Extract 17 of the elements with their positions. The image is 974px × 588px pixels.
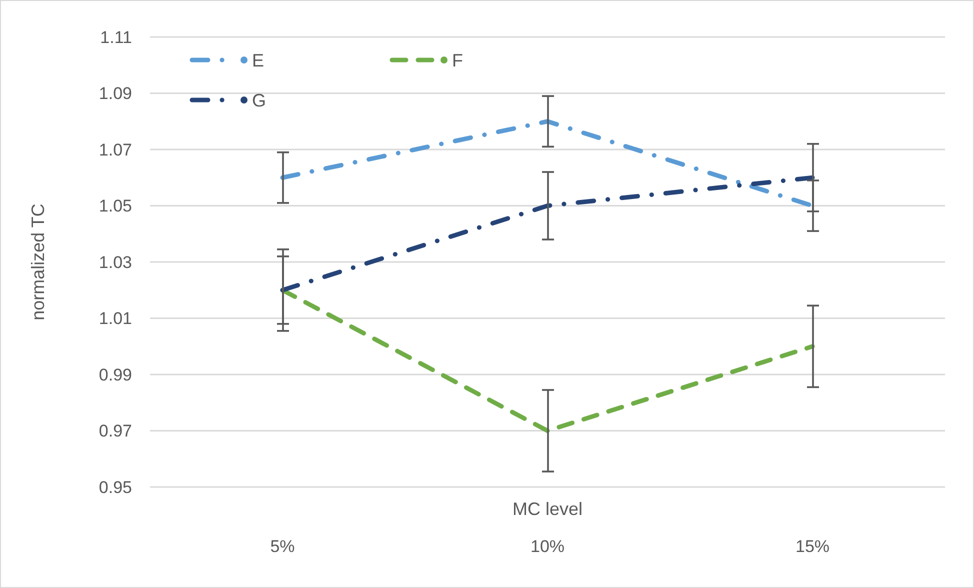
y-tick-label: 1.11 bbox=[100, 28, 132, 47]
y-tick-label: 0.97 bbox=[98, 422, 132, 441]
y-tick-label: 0.95 bbox=[98, 478, 132, 497]
legend-label: F bbox=[452, 50, 463, 70]
legend-label: G bbox=[252, 90, 266, 110]
x-tick-label: 10% bbox=[530, 537, 565, 556]
x-tick-label: 15% bbox=[795, 537, 830, 556]
legend-label: E bbox=[252, 50, 264, 70]
y-tick-label: 1.03 bbox=[98, 252, 132, 272]
y-tick-label: 1.09 bbox=[98, 84, 132, 104]
x-axis-title: MC level bbox=[512, 499, 583, 519]
y-tick-label: 1.07 bbox=[98, 140, 132, 160]
y-axis-title: normalized TC bbox=[28, 204, 48, 320]
x-tick-label: 5% bbox=[270, 537, 295, 556]
y-tick-label: 0.99 bbox=[98, 365, 132, 384]
y-tick-label: 1.01 bbox=[98, 309, 132, 328]
y-tick-label: 1.05 bbox=[98, 196, 132, 216]
